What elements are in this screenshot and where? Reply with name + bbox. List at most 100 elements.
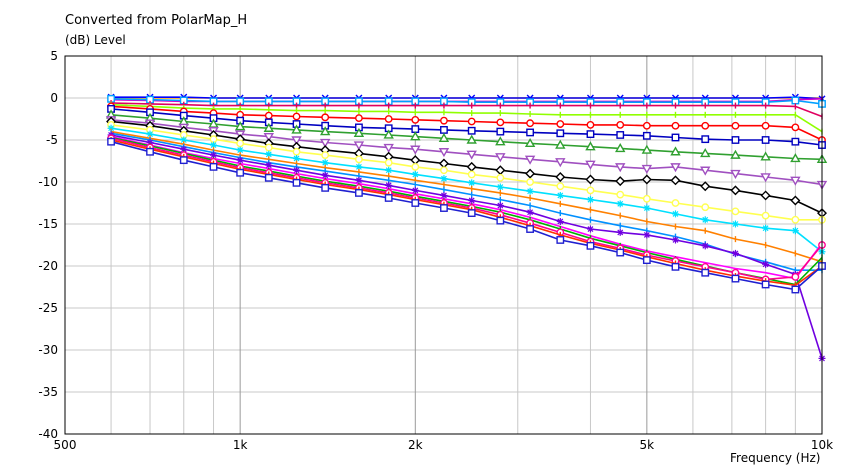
data-point xyxy=(790,195,801,206)
data-point xyxy=(496,216,505,225)
data-point xyxy=(440,126,448,134)
data-point xyxy=(791,137,800,146)
data-point xyxy=(671,210,679,218)
data-point xyxy=(556,129,565,138)
data-point xyxy=(586,241,595,250)
data-point xyxy=(526,187,534,195)
data-point xyxy=(321,151,330,160)
data-point xyxy=(385,181,393,189)
data-point xyxy=(355,163,363,171)
data-point xyxy=(670,175,681,186)
data-point xyxy=(761,121,770,130)
data-point xyxy=(616,228,624,236)
series-6 xyxy=(107,102,826,144)
data-point xyxy=(440,191,448,199)
data-point xyxy=(641,164,653,174)
data-point xyxy=(760,190,771,201)
data-point xyxy=(467,117,476,126)
data-point xyxy=(466,150,477,160)
data-point xyxy=(556,120,565,128)
data-point xyxy=(731,207,740,216)
data-point xyxy=(291,124,302,134)
x-axis-label: Frequency (Hz) xyxy=(730,451,821,465)
data-point xyxy=(467,209,476,217)
data-point xyxy=(616,200,624,208)
data-point xyxy=(526,208,534,216)
data-point xyxy=(468,179,476,187)
data-point xyxy=(525,168,536,179)
data-point xyxy=(641,174,652,185)
data-point xyxy=(146,130,154,138)
data-point xyxy=(643,204,651,212)
data-point xyxy=(495,136,506,146)
series-2 xyxy=(110,95,823,105)
data-point xyxy=(701,203,710,212)
data-point xyxy=(319,138,331,148)
data-point xyxy=(496,202,504,210)
data-point xyxy=(146,139,154,147)
data-point xyxy=(555,139,566,149)
series-13 xyxy=(110,128,823,265)
data-point xyxy=(556,236,565,244)
data-point xyxy=(263,122,274,132)
data-point xyxy=(264,111,273,120)
data-point xyxy=(234,121,246,131)
data-point xyxy=(236,139,245,148)
data-point xyxy=(526,128,534,137)
data-point xyxy=(555,171,566,182)
data-point xyxy=(556,217,564,225)
data-point xyxy=(466,134,477,144)
data-point xyxy=(556,182,565,191)
data-point xyxy=(263,132,274,143)
data-point xyxy=(616,248,625,257)
data-point xyxy=(355,155,363,164)
series-20 xyxy=(107,137,826,294)
data-point xyxy=(146,147,154,156)
x-tick-label: 1k xyxy=(233,438,248,452)
data-point xyxy=(701,135,710,144)
series-line xyxy=(110,130,823,263)
data-point xyxy=(642,131,651,140)
data-point xyxy=(293,154,301,162)
data-point xyxy=(761,280,770,289)
y-tick-label: -15 xyxy=(38,217,58,231)
data-point xyxy=(179,156,188,165)
data-point xyxy=(731,249,739,257)
data-point xyxy=(671,199,680,207)
data-point xyxy=(790,153,801,163)
data-point xyxy=(385,166,393,174)
data-point xyxy=(264,173,273,182)
y-tick-label: 5 xyxy=(50,49,58,63)
data-point xyxy=(440,204,448,212)
data-point xyxy=(642,194,651,203)
data-point xyxy=(411,170,419,178)
data-point xyxy=(236,146,244,154)
data-point xyxy=(383,129,394,139)
data-point xyxy=(496,127,505,136)
data-point xyxy=(384,158,393,167)
data-point xyxy=(671,236,679,244)
data-point xyxy=(440,166,448,175)
data-point xyxy=(556,191,564,199)
y-tick-label: -30 xyxy=(38,343,58,357)
data-point xyxy=(440,116,448,125)
data-point xyxy=(615,163,626,173)
data-point xyxy=(355,189,363,197)
data-point xyxy=(292,147,301,156)
y-tick-label: -10 xyxy=(38,175,58,189)
data-point xyxy=(383,143,394,153)
data-point xyxy=(671,133,680,142)
data-point xyxy=(791,273,800,281)
data-point xyxy=(730,185,741,196)
data-point xyxy=(384,194,393,202)
data-point xyxy=(526,119,534,128)
data-point xyxy=(180,145,188,153)
data-point xyxy=(107,124,115,132)
data-point xyxy=(731,220,739,228)
series-line xyxy=(111,96,823,100)
data-point xyxy=(585,174,596,185)
data-point xyxy=(642,256,651,265)
data-point xyxy=(438,132,450,143)
plot-frame xyxy=(64,55,823,435)
chart-title: Converted from PolarMap_H xyxy=(65,13,248,28)
